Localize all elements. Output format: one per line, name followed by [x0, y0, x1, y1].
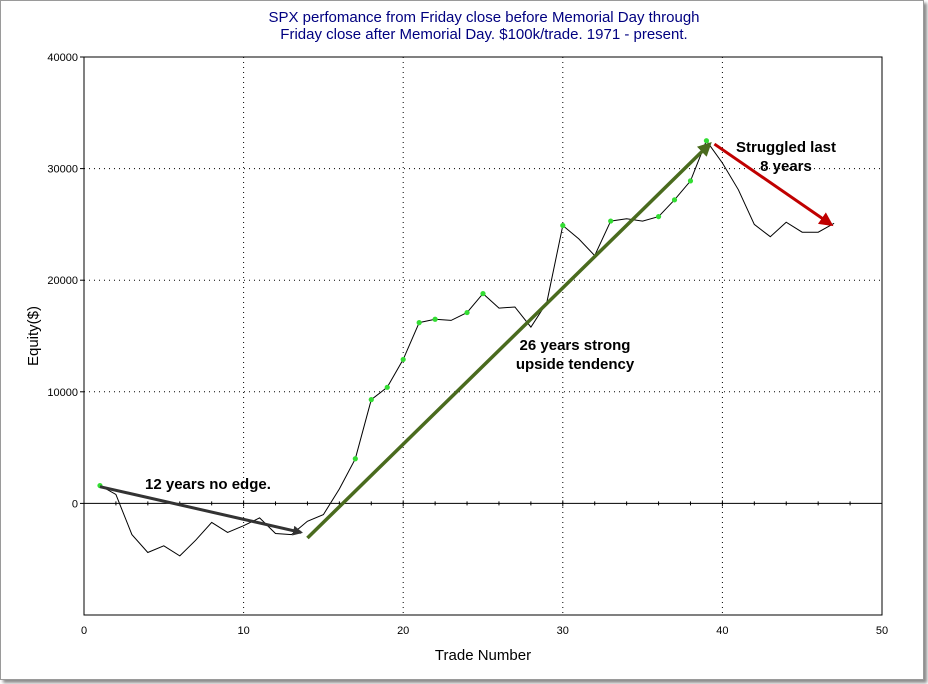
annotation-arrow-struggled	[713, 142, 834, 227]
x-tick-label: 50	[876, 625, 888, 637]
x-tick-label: 40	[716, 625, 728, 637]
annotation-upside-line1: 26 years strong	[520, 337, 631, 354]
x-tick-label: 20	[397, 625, 409, 637]
equity-highlight-points	[97, 138, 710, 489]
x-tick-label: 30	[557, 625, 569, 637]
equity-point	[368, 397, 374, 403]
x-axis-title: Trade Number	[435, 647, 531, 664]
y-tick-label: 0	[72, 498, 78, 510]
annotation-arrow-upside	[306, 141, 712, 540]
annotation-struggled-line2: 8 years	[760, 158, 812, 175]
equity-point	[671, 197, 678, 203]
equity-point	[480, 290, 486, 297]
plot-area	[83, 56, 883, 616]
x-tick-label: 0	[81, 625, 87, 637]
x-tick-label: 10	[237, 625, 249, 637]
equity-series-line	[99, 139, 835, 557]
chart-title-line2: Friday close after Memorial Day. $100k/t…	[280, 26, 688, 43]
equity-point	[464, 309, 470, 316]
equity-point	[416, 320, 422, 326]
y-tick-label: 20000	[47, 275, 78, 287]
equity-point	[352, 456, 358, 462]
equity-point	[384, 384, 390, 390]
annotation-struggled-line1: Struggled last	[736, 139, 836, 156]
annotation-arrow-no-edge	[99, 485, 304, 536]
annotation-upside-line2: upside tendency	[516, 356, 635, 373]
equity-point	[703, 138, 710, 144]
chart-title-line1: SPX perfomance from Friday close before …	[268, 9, 700, 26]
equity-point	[687, 178, 694, 184]
y-tick-label: 40000	[47, 52, 78, 64]
y-axis: 0 10000 20000 30000 40000	[47, 52, 84, 510]
x-axis: 0 10 20 30 40 50	[81, 500, 888, 637]
equity-point	[432, 316, 438, 322]
y-tick-label: 10000	[47, 387, 78, 399]
equity-point	[608, 218, 614, 224]
equity-point	[400, 356, 406, 363]
equity-point	[560, 222, 566, 229]
equity-point	[655, 213, 662, 220]
y-tick-label: 30000	[47, 164, 78, 176]
annotation-no-edge: 12 years no edge.	[145, 476, 271, 493]
y-axis-title: Equity($)	[25, 306, 42, 366]
